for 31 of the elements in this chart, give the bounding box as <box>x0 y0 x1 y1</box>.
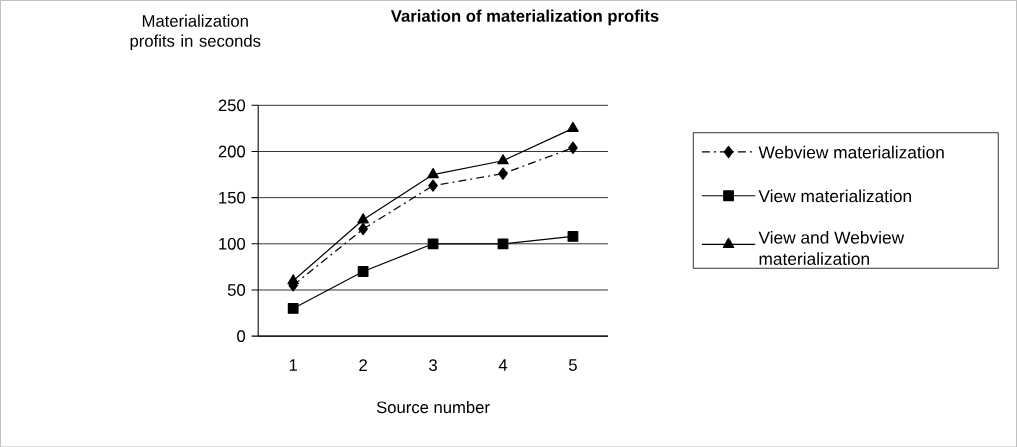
point <box>567 121 579 132</box>
y-tick-label: 100 <box>219 237 246 250</box>
y-tick-label: 250 <box>218 99 246 111</box>
y-tick-label: 200 <box>218 145 246 158</box>
y-tick-label: 0 <box>237 330 246 342</box>
x-tick-label: 4 <box>498 359 508 371</box>
x-tick-label: 5 <box>568 359 577 371</box>
point <box>428 179 438 192</box>
chart-title: Variation of materialization profits <box>390 9 659 25</box>
point <box>497 238 509 249</box>
legend-label: View materialization <box>758 189 911 203</box>
y-tick-label: 150 <box>219 191 246 204</box>
x-axis-title: Source number <box>376 400 490 413</box>
x-tick-label: 3 <box>429 359 437 371</box>
point <box>357 212 369 224</box>
point <box>567 230 579 242</box>
point <box>427 167 439 178</box>
y-tick-label: 50 <box>227 283 246 296</box>
legend-label: Webview materialization <box>758 145 944 159</box>
point <box>357 265 369 277</box>
point <box>568 141 578 154</box>
point <box>287 302 299 314</box>
point <box>427 238 439 249</box>
y-axis-title: Materialization profits in seconds <box>130 14 261 50</box>
point <box>497 153 509 165</box>
x-tick-label: 2 <box>359 359 367 371</box>
legend-label: View and Webview materialization <box>758 230 905 265</box>
point <box>498 167 508 180</box>
point <box>287 273 299 285</box>
x-tick-label: 1 <box>289 359 297 371</box>
point <box>358 222 368 236</box>
